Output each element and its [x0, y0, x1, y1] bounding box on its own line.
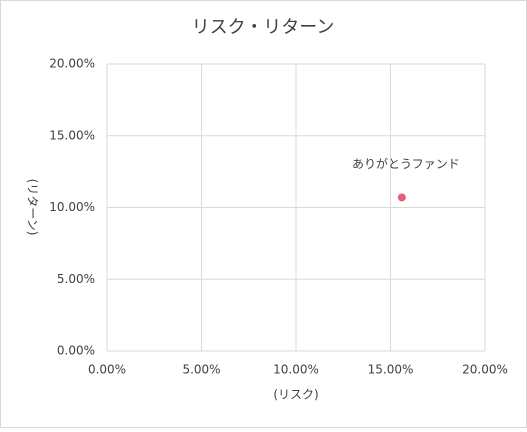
y-tick-label: 20.00%: [49, 57, 95, 71]
y-tick-label: 5.00%: [57, 272, 95, 286]
point-label: ありがとうファンド: [352, 156, 460, 171]
y-tick-label: 15.00%: [49, 128, 95, 142]
x-tick-label: 10.00%: [273, 363, 319, 377]
x-tick-label: 20.00%: [462, 363, 508, 377]
y-tick-label: 10.00%: [49, 200, 95, 214]
x-tick-label: 0.00%: [88, 363, 126, 377]
point: [397, 193, 406, 202]
chart-title: リスク・リターン: [192, 17, 335, 38]
x-tick-label: 15.00%: [368, 363, 414, 377]
x-tick-label: 5.00%: [182, 363, 220, 377]
y-axis-label: (リターン): [26, 179, 40, 236]
y-tick-label: 0.00%: [57, 344, 95, 358]
x-axis-label: (リスク): [273, 388, 318, 402]
